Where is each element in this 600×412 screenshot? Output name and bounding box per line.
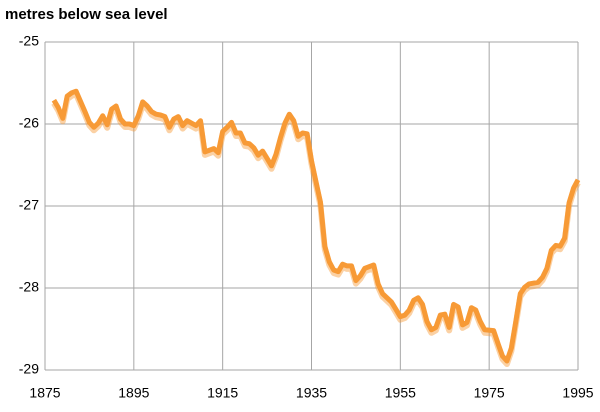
line [51, 88, 581, 364]
x-tick-label: 1915 [207, 385, 238, 401]
y-tick-label: -26 [19, 115, 39, 131]
y-tick-label: -28 [19, 279, 39, 295]
x-tick-label: 1955 [385, 385, 416, 401]
x-tick-label: 1975 [474, 385, 505, 401]
x-tick-label: 1995 [562, 385, 593, 401]
x-tick-label: 1935 [296, 385, 327, 401]
x-tick-label: 1895 [118, 385, 149, 401]
y-tick-label: -27 [19, 197, 39, 213]
y-tick-label: -29 [19, 361, 39, 377]
x-tick-label: 1875 [29, 385, 60, 401]
y-tick-label: -25 [19, 33, 39, 49]
line-shadow [51, 91, 581, 367]
chart-title: metres below sea level [5, 6, 168, 23]
